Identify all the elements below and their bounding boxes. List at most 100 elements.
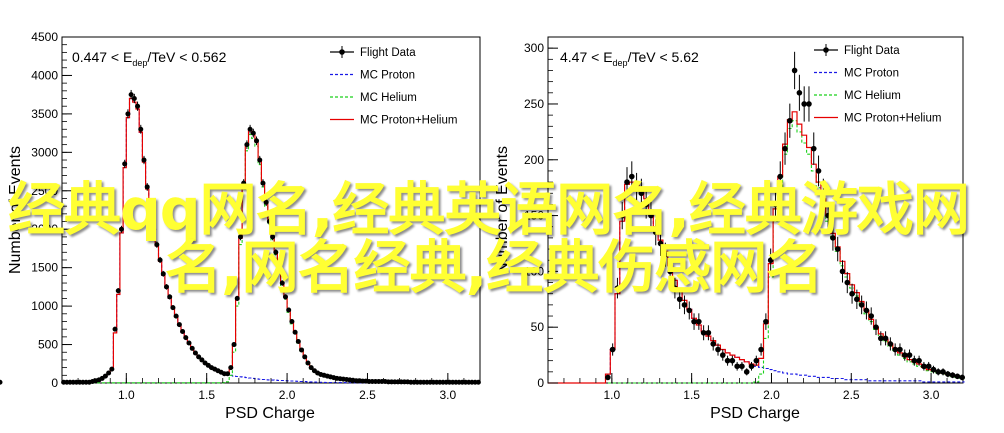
x-tick-label: 2.5	[843, 388, 860, 402]
flight-data-point	[173, 313, 179, 319]
flight-data-point	[237, 233, 243, 241]
flight-data-point	[302, 354, 308, 360]
flight-data-point	[131, 93, 137, 104]
flight-data-point	[830, 225, 836, 251]
flight-data-point	[858, 295, 865, 315]
flight-data-series	[605, 51, 966, 381]
mc-helium-series	[548, 120, 965, 384]
y-tick-label: 200	[524, 153, 544, 167]
flight-data-point	[772, 190, 779, 219]
flight-data-point	[854, 289, 860, 309]
mc-sum-line	[548, 111, 965, 384]
flight-data-point	[199, 357, 205, 363]
flight-data-point	[897, 343, 903, 356]
flight-data-point	[710, 337, 717, 351]
flight-data-point	[911, 355, 918, 366]
y-tick-label: 2500	[31, 184, 58, 198]
y-axis-title: Number of Events	[7, 146, 24, 274]
x-tick-label: 2.0	[763, 388, 780, 402]
y-tick-label: 3500	[31, 107, 58, 121]
y-tick-label: 2000	[31, 222, 58, 236]
flight-data-point	[748, 361, 755, 371]
flight-data-point	[705, 325, 712, 341]
flight-data-point	[147, 204, 153, 212]
flight-data-point	[128, 89, 134, 100]
flight-data-point	[949, 372, 956, 379]
flight-data-point	[244, 140, 250, 149]
x-tick-label: 1.0	[118, 388, 135, 402]
flight-data-point	[276, 264, 282, 271]
x-tick-label: 2.0	[279, 388, 296, 402]
flight-data-point	[667, 260, 673, 283]
flight-data-point	[868, 307, 875, 325]
flight-data-point	[849, 283, 855, 304]
flight-data-point	[681, 295, 688, 315]
flight-data-point	[299, 347, 305, 353]
flight-data-point	[844, 271, 851, 294]
flight-data-point	[282, 294, 288, 300]
x-axis-title: PSD Charge	[710, 405, 800, 422]
flight-data-point	[729, 355, 736, 366]
flight-data-point	[787, 103, 793, 138]
flight-data-point	[901, 349, 908, 361]
flight-data-point	[959, 374, 966, 381]
flight-data-point	[164, 284, 169, 290]
x-tick-label: 3.0	[923, 388, 940, 402]
legend-label: MC Proton	[844, 68, 899, 80]
mc-helium-series	[62, 134, 480, 384]
y-tick-label: 150	[524, 209, 544, 223]
flight-data-point	[157, 256, 163, 264]
flight-data-point	[724, 355, 731, 366]
flight-data-point	[834, 236, 841, 262]
flight-data-point	[186, 340, 192, 346]
flight-data-point	[672, 277, 678, 299]
flight-data-point	[305, 360, 311, 366]
flight-data-point	[241, 179, 247, 188]
flight-data-point	[715, 343, 721, 356]
flight-data-point	[192, 350, 198, 356]
energy-cut-label: 4.47 < Edep/TeV < 5.62	[560, 49, 699, 68]
flight-data-point	[0, 379, 3, 385]
flight-data-point	[151, 225, 157, 233]
flight-data-point	[154, 241, 160, 248]
x-axis: 1.0 1.5 2.0 2.5 3.0	[77, 373, 465, 402]
flight-data-point	[624, 167, 630, 198]
flight-data-point	[930, 365, 937, 374]
flight-data-point	[180, 328, 186, 334]
flight-data-point	[102, 373, 108, 379]
flight-data-point	[250, 128, 256, 138]
legend-entry: MC Helium	[814, 90, 901, 102]
flight-data-point	[141, 155, 147, 165]
flight-data-point	[295, 338, 301, 344]
y-tick-label: 50	[531, 320, 545, 334]
flight-data-point	[266, 218, 272, 226]
flight-data-point	[801, 86, 807, 122]
legend-label: Flight Data	[360, 47, 416, 59]
flight-data-point	[777, 161, 784, 192]
x-tick-label: 3.0	[440, 388, 457, 402]
legend-label: MC Proton+Helium	[844, 113, 941, 125]
flight-data-point	[170, 305, 176, 311]
y-tick-label: 250	[524, 97, 544, 111]
flight-data-series	[0, 89, 481, 385]
flight-data-point	[628, 161, 635, 192]
legend-label: Flight Data	[844, 45, 900, 57]
flight-data-point	[135, 101, 141, 111]
flight-data-point	[183, 335, 189, 341]
flight-data-point	[743, 368, 750, 376]
chart-panel-right: 0 50 100 150 200 250 300 1.0 1.5 2.0 2.5 3.0 4.47 …	[494, 36, 966, 422]
flight-data-point	[109, 366, 115, 372]
legend-label: MC Helium	[844, 90, 901, 102]
y-tick-label: 3000	[31, 145, 58, 159]
x-axis-title: PSD Charge	[225, 405, 315, 422]
flight-data-point	[231, 342, 237, 348]
legend-entry: Flight Data	[814, 44, 900, 57]
flight-data-point	[753, 355, 760, 366]
flight-data-point	[189, 345, 195, 351]
flight-data-point	[882, 331, 889, 346]
x-axis: 1.0 1.5 2.0 2.5 3.0	[563, 373, 948, 402]
y-axis: 0 50 100 150 200 250 300	[524, 36, 558, 390]
y-tick-label: 0	[537, 376, 544, 390]
mc-helium-line	[62, 134, 480, 384]
